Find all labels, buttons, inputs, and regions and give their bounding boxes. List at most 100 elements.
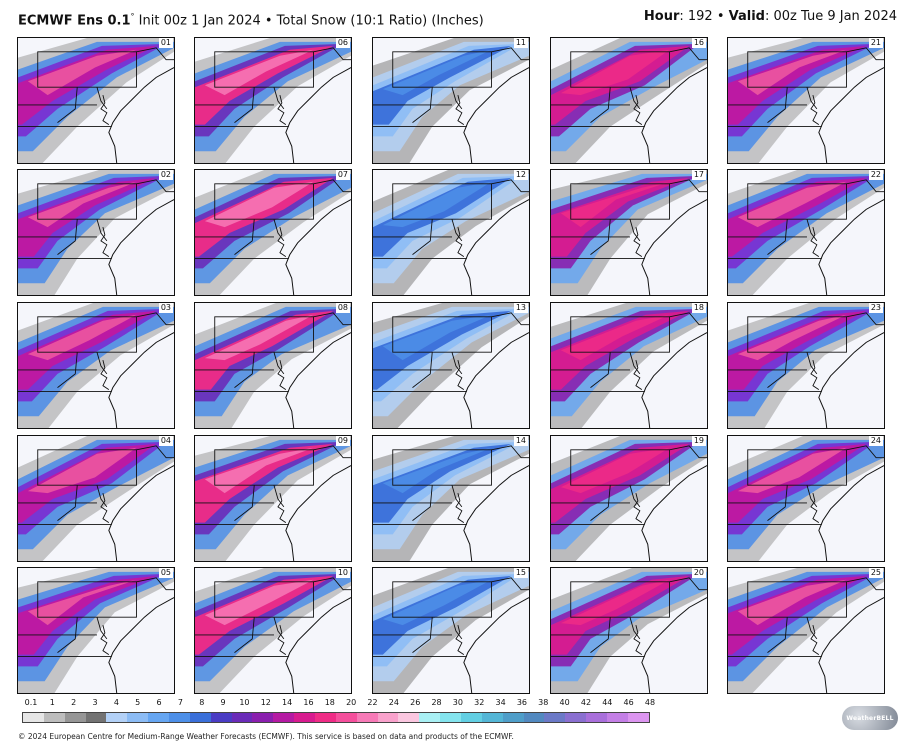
snowfall-map [18, 436, 174, 561]
member-number-label: 18 [691, 303, 706, 313]
colorbar-tick-label: 2 [71, 698, 77, 707]
snowfall-map [18, 568, 174, 693]
member-number-label: 01 [158, 38, 173, 48]
colorbar-swatch [148, 713, 170, 722]
colorbar-swatch [335, 713, 357, 722]
snowfall-map [18, 38, 174, 163]
colorbar-tick-label: 18 [324, 698, 335, 707]
member-number-label: 07 [335, 170, 350, 180]
snowfall-map [195, 568, 351, 693]
colorbar-tick-label: 42 [580, 698, 592, 707]
title-bar-right: Hour: 192 • Valid: 00z Tue 9 Jan 2024 [644, 9, 897, 25]
ensemble-member-panel-20: 20 [550, 567, 708, 694]
ensemble-member-panel-08: 08 [194, 302, 352, 429]
member-number-label: 25 [868, 568, 883, 578]
member-number-label: 04 [158, 436, 173, 446]
snowfall-map [551, 38, 707, 163]
colorbar-tick-label: 7 [177, 698, 183, 707]
ensemble-member-panel-10: 10 [194, 567, 352, 694]
colorbar-swatch [356, 713, 378, 722]
copyright-footer: © 2024 European Centre for Medium-Range … [18, 732, 514, 741]
member-number-label: 05 [158, 568, 173, 578]
colorbar-swatch [294, 713, 316, 722]
colorbar-tick-label: 9 [220, 698, 226, 707]
snowfall-map [551, 303, 707, 428]
colorbar-swatch [315, 713, 336, 722]
ensemble-member-panel-17: 17 [550, 169, 708, 296]
valid-value: : 00z Tue 9 Jan 2024 [764, 9, 897, 24]
colorbar-swatch [398, 713, 420, 722]
ensemble-member-panel-19: 19 [550, 435, 708, 562]
snowfall-map [728, 38, 884, 163]
title-bar-left: ECMWF Ens 0.1° Init 00z 1 Jan 2024 • Tot… [18, 9, 484, 29]
colorbar-swatch [481, 713, 503, 722]
colorbar-ticks: 0.1 1 2 3 4 5 6 7 8 9 10 12 14 16 18 20 22 24 26 28 30 32 34 36… [0, 698, 913, 710]
colorbar-tick-label: 16 [303, 698, 314, 707]
colorbar-tick-label: 3 [92, 698, 98, 707]
ensemble-member-panel-21: 21 [727, 37, 885, 164]
member-number-label: 13 [513, 303, 528, 313]
snowfall-map [195, 436, 351, 561]
colorbar-swatch [85, 713, 107, 722]
member-number-label: 06 [335, 38, 350, 48]
colorbar-tick-label: 34 [495, 698, 506, 707]
snowfall-map [195, 303, 351, 428]
colorbar-tick-label: 48 [644, 698, 656, 707]
colorbar-tick-label: 10 [239, 698, 250, 707]
snowfall-map [728, 303, 884, 428]
colorbar-swatch [440, 713, 462, 722]
colorbar-swatch [419, 713, 441, 722]
snowfall-map [18, 303, 174, 428]
ensemble-member-panel-11: 11 [372, 37, 530, 164]
valid-label: Valid [728, 9, 765, 24]
colorbar-tick-label: 38 [538, 698, 549, 707]
colorbar-swatch [169, 713, 190, 722]
ensemble-member-panel-06: 06 [194, 37, 352, 164]
member-number-label: 15 [513, 568, 528, 578]
colorbar-swatch [523, 713, 545, 722]
model-name: ECMWF Ens 0.1 [18, 13, 131, 29]
colorbar-tick-label: 36 [516, 698, 528, 707]
colorbar-tick-label: 32 [474, 698, 485, 707]
colorbar-tick-label: 40 [559, 698, 570, 707]
member-number-label: 22 [868, 170, 883, 180]
snowfall-map [728, 568, 884, 693]
snowfall-map [551, 568, 707, 693]
member-number-label: 03 [158, 303, 173, 313]
member-number-label: 14 [513, 436, 528, 446]
snowfall-map [373, 568, 529, 693]
member-number-label: 21 [868, 38, 883, 48]
ensemble-member-panel-02: 02 [17, 169, 175, 296]
colorbar-swatch [273, 713, 295, 722]
ensemble-member-panel-23: 23 [727, 302, 885, 429]
colorbar-swatch [586, 713, 608, 722]
ensemble-member-panel-09: 09 [194, 435, 352, 562]
colorbar-swatch [565, 713, 587, 722]
init-text: Init 00z 1 Jan 2024 • Total Snow (10:1 R… [138, 13, 484, 29]
colorbar-tick-label: 8 [199, 698, 205, 707]
ensemble-member-panel-01: 01 [17, 37, 175, 164]
ensemble-member-panel-12: 12 [372, 169, 530, 296]
hour-value: : 192 • [679, 9, 729, 24]
colorbar-tick-label: 22 [367, 698, 378, 707]
colorbar-tick-label: 0.1 [24, 698, 38, 707]
colorbar [22, 712, 650, 723]
member-number-label: 09 [335, 436, 350, 446]
colorbar-swatch [106, 713, 128, 722]
ensemble-member-panel-05: 05 [17, 567, 175, 694]
snowfall-map [373, 38, 529, 163]
colorbar-swatch [252, 713, 274, 722]
member-number-label: 11 [513, 38, 528, 48]
ensemble-member-panel-13: 13 [372, 302, 530, 429]
colorbar-swatch [607, 713, 628, 722]
snowfall-map [551, 436, 707, 561]
member-number-label: 17 [691, 170, 706, 180]
snowfall-map [728, 436, 884, 561]
colorbar-swatch [210, 713, 232, 722]
colorbar-swatch [127, 713, 149, 722]
hour-label: Hour [643, 9, 680, 24]
snowfall-map [195, 38, 351, 163]
snowfall-map [728, 170, 884, 295]
colorbar-tick-label: 1 [49, 698, 55, 707]
colorbar-swatch [377, 713, 399, 722]
